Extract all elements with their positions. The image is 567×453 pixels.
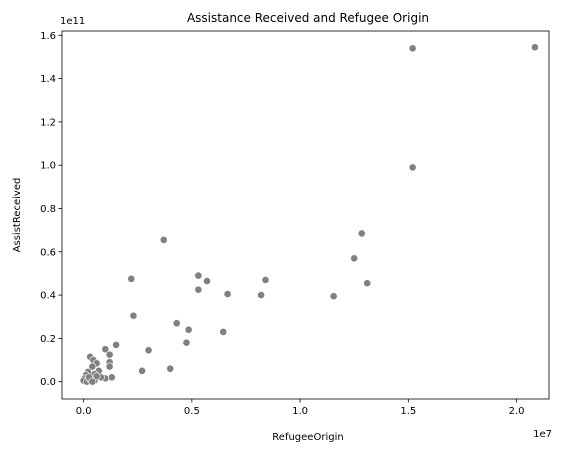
data-point <box>194 271 203 280</box>
data-point <box>138 366 146 375</box>
data-point <box>144 346 153 355</box>
data-point <box>257 291 266 299</box>
chart-title: Assistance Received and Refugee Origin <box>187 11 429 25</box>
data-point <box>101 345 110 354</box>
data-point <box>194 285 203 294</box>
data-point <box>172 319 181 328</box>
data-point <box>531 43 539 52</box>
data-point <box>363 279 372 288</box>
data-point <box>184 325 193 334</box>
x-tick-label: 1.0 <box>292 406 308 417</box>
y-axis-ticks: 0.0 0.2 0.4 0.6 0.8 1.0 1.2 1.4 1.6 <box>40 31 62 388</box>
data-points <box>79 43 539 386</box>
data-point <box>127 274 136 283</box>
data-point <box>219 327 228 336</box>
data-point <box>203 277 211 285</box>
data-point <box>107 373 116 382</box>
data-point <box>159 235 168 244</box>
y-axis-label: AssistReceived <box>12 178 23 253</box>
data-point <box>166 364 175 373</box>
data-point <box>223 290 232 298</box>
x-axis-ticks: 0.0 0.5 1.0 1.5 2.0 <box>76 399 525 417</box>
x-tick-label: 1.5 <box>400 406 416 417</box>
plot-frame <box>61 30 550 400</box>
data-point <box>112 340 121 349</box>
data-point <box>350 254 359 263</box>
data-point <box>88 377 97 386</box>
y-tick-label: 1.2 <box>40 117 56 128</box>
x-axis-multiplier: 1e7 <box>533 429 552 440</box>
data-point <box>88 362 97 371</box>
data-point <box>261 276 270 284</box>
y-tick-label: 1.4 <box>40 74 56 85</box>
data-point <box>329 292 338 301</box>
data-point <box>105 350 114 359</box>
x-tick-label: 2.0 <box>509 406 525 417</box>
y-tick-label: 1.0 <box>40 161 56 172</box>
y-tick-label: 0.0 <box>40 377 56 388</box>
y-tick-label: 0.8 <box>40 204 56 215</box>
x-tick-label: 0.5 <box>184 406 200 417</box>
data-point <box>129 311 138 320</box>
data-point <box>92 372 101 381</box>
x-tick-label: 0.0 <box>76 406 92 417</box>
data-point <box>408 163 417 172</box>
y-tick-label: 0.4 <box>40 291 56 302</box>
y-tick-label: 1.6 <box>40 31 56 42</box>
y-tick-label: 0.2 <box>40 334 56 345</box>
data-point <box>105 362 114 371</box>
y-axis-multiplier: 1e11 <box>60 16 85 27</box>
y-tick-label: 0.6 <box>40 247 56 258</box>
data-point <box>357 229 366 238</box>
x-axis-label: RefugeeOrigin <box>272 432 343 443</box>
data-point <box>182 338 191 347</box>
data-point <box>408 44 417 53</box>
